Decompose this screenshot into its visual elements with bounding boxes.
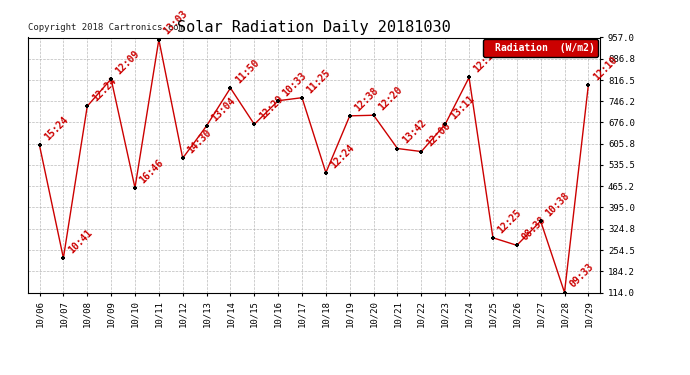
Text: 12:38: 12:38 <box>353 85 380 113</box>
Point <box>511 242 522 248</box>
Point <box>130 185 141 191</box>
Text: 11:25: 11:25 <box>305 67 333 95</box>
Text: 12:06: 12:06 <box>424 121 452 149</box>
Text: 08:38: 08:38 <box>520 215 547 243</box>
Point <box>153 37 164 43</box>
Point <box>273 98 284 104</box>
Point <box>487 235 498 241</box>
Text: 10:41: 10:41 <box>66 227 94 255</box>
Point <box>583 82 594 88</box>
Text: 13:11: 13:11 <box>448 94 476 122</box>
Legend: Radiation  (W/m2): Radiation (W/m2) <box>483 39 598 57</box>
Point <box>225 85 236 91</box>
Point <box>368 112 379 118</box>
Text: 14:30: 14:30 <box>186 128 213 155</box>
Text: 11:50: 11:50 <box>233 57 261 85</box>
Text: 16:46: 16:46 <box>138 157 166 185</box>
Point <box>559 290 570 296</box>
Point <box>392 146 403 152</box>
Title: Solar Radiation Daily 20181030: Solar Radiation Daily 20181030 <box>177 20 451 35</box>
Point <box>106 76 117 82</box>
Text: 12:24: 12:24 <box>90 75 118 104</box>
Point <box>81 103 92 109</box>
Point <box>34 142 45 148</box>
Text: 13:04: 13:04 <box>209 95 237 123</box>
Text: 12:25: 12:25 <box>495 207 524 235</box>
Text: 12:29: 12:29 <box>257 94 285 122</box>
Text: 12:11: 12:11 <box>472 47 500 75</box>
Point <box>416 148 427 154</box>
Text: 10:33: 10:33 <box>281 70 309 98</box>
Text: 12:10: 12:10 <box>591 54 619 82</box>
Point <box>464 74 475 80</box>
Text: 09:33: 09:33 <box>567 262 595 290</box>
Point <box>177 155 188 161</box>
Point <box>201 123 212 129</box>
Text: 12:24: 12:24 <box>328 142 357 170</box>
Point <box>58 255 69 261</box>
Point <box>297 95 308 101</box>
Text: 12:20: 12:20 <box>376 85 404 112</box>
Point <box>249 122 260 128</box>
Text: Copyright 2018 Cartronics.com: Copyright 2018 Cartronics.com <box>28 23 184 32</box>
Text: 15:24: 15:24 <box>42 115 70 143</box>
Text: 12:09: 12:09 <box>114 48 141 76</box>
Point <box>440 122 451 128</box>
Text: 13:03: 13:03 <box>161 9 190 37</box>
Point <box>320 170 331 176</box>
Point <box>535 218 546 224</box>
Text: 10:38: 10:38 <box>544 190 571 218</box>
Point <box>344 113 355 119</box>
Text: 13:42: 13:42 <box>400 118 428 146</box>
